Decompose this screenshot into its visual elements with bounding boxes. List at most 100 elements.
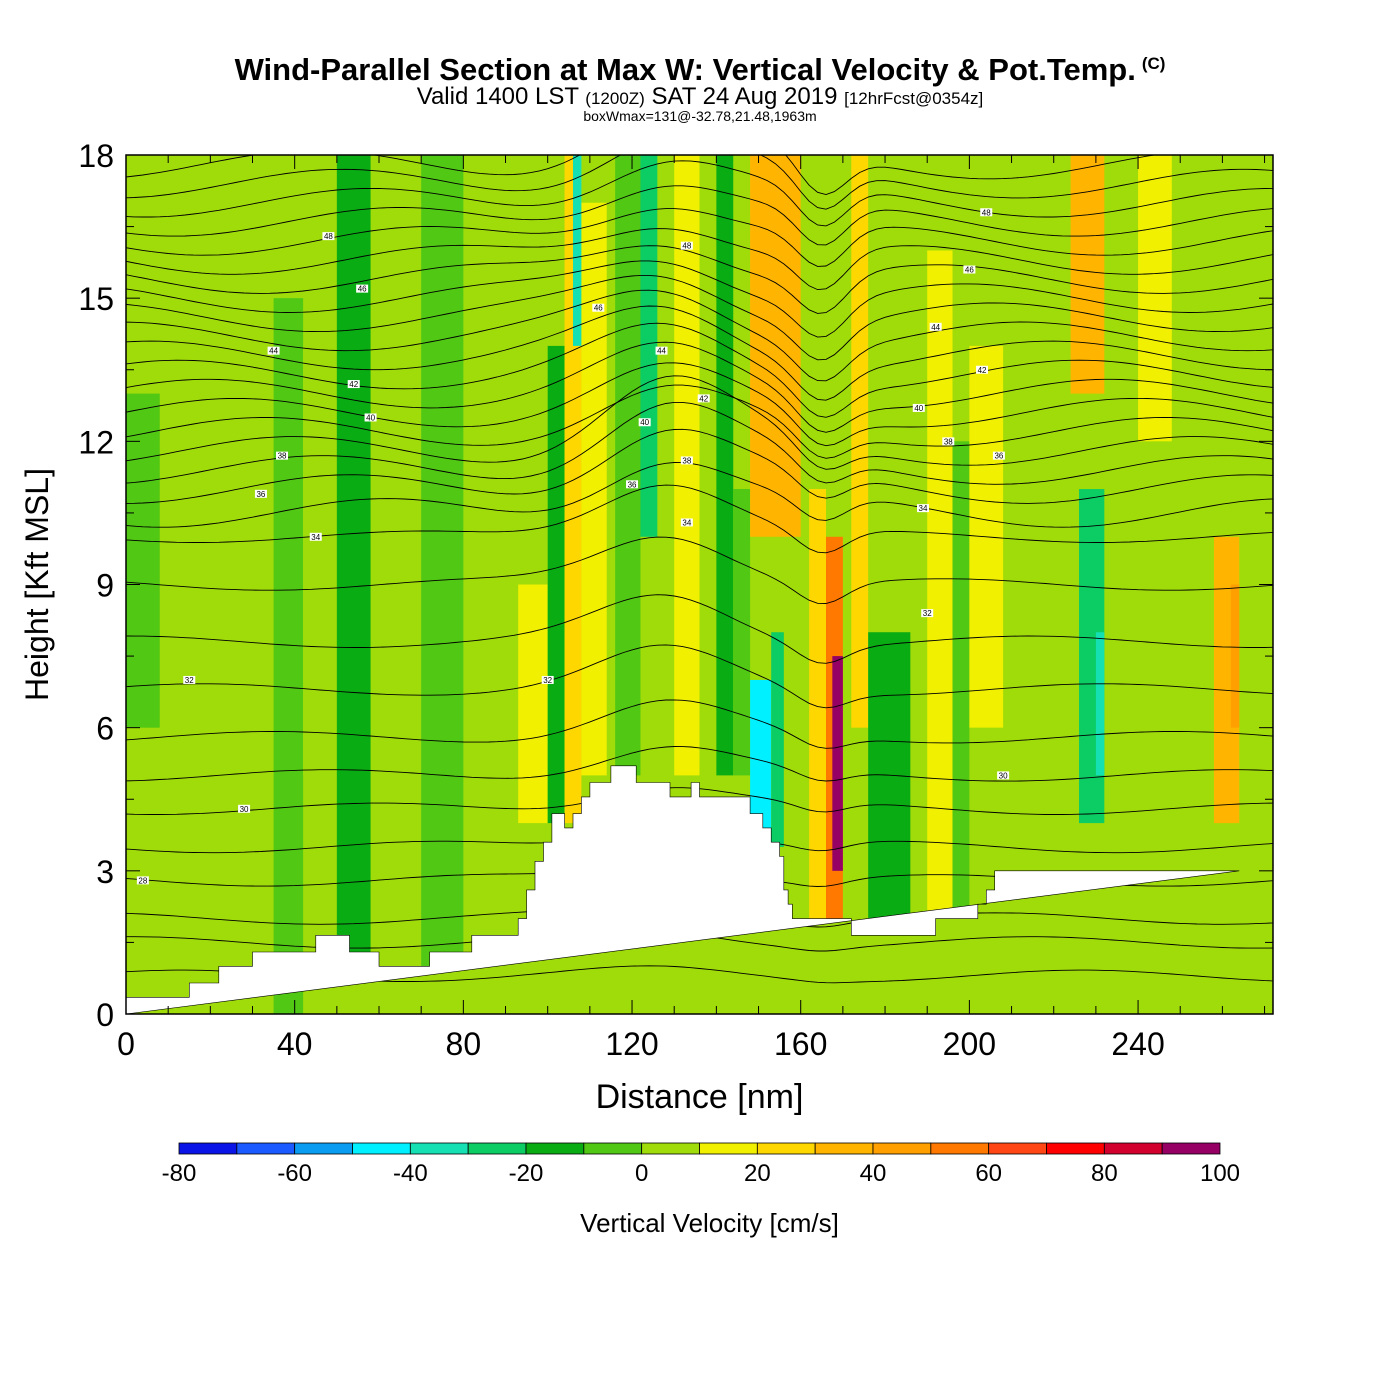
colorbar-tick-label: -40 — [393, 1160, 428, 1187]
x-tick-label: 40 — [277, 1026, 313, 1062]
colorbar-tick-label: -20 — [509, 1160, 544, 1187]
isentrope-label-bg — [997, 771, 1010, 780]
isentrope-line — [126, 260, 1273, 338]
y-tick-label: 0 — [96, 997, 114, 1033]
isentrope-line — [126, 322, 1273, 418]
isentrope-label: 30 — [240, 805, 249, 814]
velocity-cell — [273, 298, 304, 1014]
isentrope-label-bg — [309, 532, 322, 541]
colorbar-swatch — [814, 1142, 874, 1155]
colorbar-swatch — [641, 1142, 700, 1155]
x-tick-label: 200 — [943, 1026, 996, 1062]
velocity-cell — [1095, 632, 1105, 776]
colorbar-swatch — [872, 1142, 932, 1155]
isentrope-label: 32 — [923, 609, 932, 618]
isentrope-label-bg — [638, 418, 651, 427]
isentrope-label: 48 — [324, 232, 333, 241]
velocity-cell — [488, 345, 519, 967]
velocity-cell — [126, 393, 160, 728]
isentrope-label: 46 — [965, 266, 974, 275]
colorbar-swatch — [352, 1142, 411, 1155]
isentrope-line — [126, 462, 1273, 528]
isentrope-label-bg — [697, 394, 710, 403]
isentrope-line — [126, 245, 1273, 314]
isentrope-label-bg — [136, 876, 149, 885]
isentrope-label: 38 — [944, 437, 953, 446]
isentrope-line — [126, 362, 1273, 447]
x-tick-label: 0 — [117, 1026, 135, 1062]
isentrope-label: 46 — [594, 304, 603, 313]
isentrope-label-bg — [183, 675, 196, 684]
isentrope-label: 48 — [682, 242, 691, 251]
isentrope-line — [126, 594, 1273, 664]
y-axis-label: Height [Kft MSL] — [19, 468, 55, 701]
forecast-note: [12hrFcst@0354z] — [844, 89, 984, 108]
velocity-cell — [716, 155, 734, 776]
colorbar-swatch — [178, 1142, 238, 1155]
velocity-cell — [640, 155, 658, 537]
colorbar-swatch — [988, 1142, 1047, 1155]
isentrope-label-bg — [254, 489, 267, 498]
isentrope-label-bg — [963, 265, 976, 274]
isentrope-label-bg — [655, 346, 668, 355]
velocity-cell — [1138, 155, 1172, 442]
velocity-cell — [733, 489, 751, 776]
isentrope-label-bg — [976, 365, 989, 374]
colorbar-swatch — [236, 1142, 296, 1155]
x-tick-label: 240 — [1111, 1026, 1164, 1062]
x-tick-label: 120 — [605, 1026, 658, 1062]
isentrope-label: 40 — [366, 413, 375, 422]
velocity-cell — [771, 632, 784, 847]
isentrope-label-bg — [680, 456, 693, 465]
velocity-cell — [421, 155, 464, 967]
isentrope-line — [126, 160, 1273, 227]
velocity-cell — [927, 250, 953, 919]
velocity-cell — [674, 155, 700, 776]
colorbar-swatch — [409, 1142, 469, 1155]
isentrope-line — [126, 155, 1273, 210]
isentrope-label: 46 — [358, 285, 367, 294]
velocity-cell — [176, 155, 228, 585]
isentrope-label-bg — [912, 403, 925, 412]
isentrope-label-bg — [592, 303, 605, 312]
colorbar-tick-label: 80 — [1091, 1160, 1118, 1187]
copyright-mark: (C) — [1141, 53, 1166, 73]
colorbar-swatch — [467, 1142, 527, 1155]
isentrope-label-bg — [267, 346, 280, 355]
isentrope-label-bg — [980, 208, 993, 217]
isentrope-label: 42 — [978, 366, 987, 375]
isentrope-line — [126, 341, 1273, 433]
colorbar-swatch — [930, 1142, 990, 1155]
isentrope-line — [126, 644, 1273, 709]
velocity-cell — [615, 155, 641, 776]
isentrope-label-bg — [916, 504, 929, 513]
isentrope-label-bg — [276, 451, 289, 460]
isentrope-label: 36 — [994, 452, 1003, 461]
y-tick-label: 9 — [96, 568, 114, 604]
isentrope-label: 44 — [931, 323, 940, 332]
isentrope-label-bg — [347, 380, 360, 389]
isentrope-label: 36 — [628, 480, 637, 489]
colorbar-tick-label: -60 — [277, 1160, 312, 1187]
isentrope-label-bg — [238, 804, 251, 813]
isentrope-label: 48 — [982, 208, 991, 217]
isentrope-line — [126, 401, 1273, 485]
y-tick-label: 3 — [96, 854, 114, 890]
isentrope-label-bg — [942, 437, 955, 446]
colorbar-swatch — [1103, 1142, 1163, 1155]
velocity-cell — [851, 155, 869, 728]
isentrope-line — [126, 699, 1273, 749]
chart-title-text: Wind-Parallel Section at Max W: Vertical… — [234, 52, 1136, 87]
isentrope-line — [126, 289, 1273, 382]
isentrope-label-bg — [929, 322, 942, 331]
colorbar-tick-label: 60 — [975, 1160, 1002, 1187]
isentrope-label-bg — [626, 480, 639, 489]
isentrope-label-bg — [356, 284, 369, 293]
isentrope-label: 42 — [349, 380, 358, 389]
colorbar-swatch — [583, 1142, 643, 1155]
velocity-cell — [303, 345, 337, 776]
isentrope-label-bg — [322, 232, 335, 241]
isentrope-label: 44 — [657, 347, 666, 356]
colorbar: -80 -60 -40 -20 0 20 40 60 80 100 Vertical Velocit… — [162, 1142, 1240, 1238]
